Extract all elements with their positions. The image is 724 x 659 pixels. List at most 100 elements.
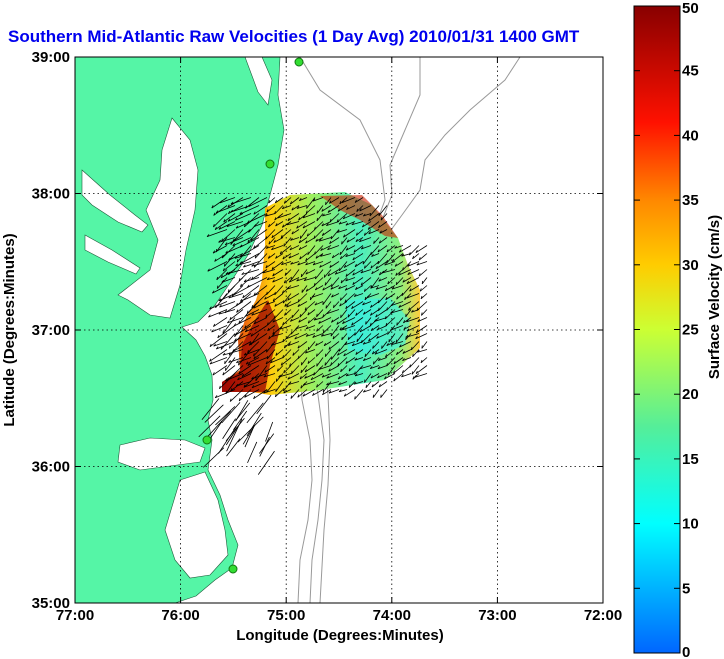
velocity-vector-head	[268, 241, 271, 245]
velocity-vector	[297, 301, 308, 307]
velocity-vector	[229, 333, 244, 349]
velocity-vector-head	[362, 302, 365, 306]
velocity-vector	[213, 317, 228, 327]
velocity-vector	[402, 277, 412, 283]
velocity-vector	[378, 293, 388, 304]
velocity-vector-head	[314, 302, 318, 306]
velocity-vector	[291, 365, 300, 375]
velocity-vector	[405, 309, 412, 318]
velocity-vector	[282, 205, 292, 210]
velocity-vector-head	[280, 234, 283, 239]
velocity-vector	[265, 357, 276, 365]
velocity-vector-head	[296, 225, 299, 229]
velocity-vector	[330, 285, 340, 290]
velocity-vector-head	[351, 305, 354, 309]
velocity-vector	[329, 213, 340, 223]
velocity-vector	[391, 301, 404, 306]
velocity-vector	[288, 341, 300, 346]
velocity-vector-head	[234, 256, 238, 259]
velocity-vector-head	[262, 270, 266, 274]
velocity-vector	[370, 245, 380, 256]
velocity-vector	[374, 317, 388, 322]
velocity-vector	[216, 269, 228, 281]
velocity-vector-head	[395, 272, 398, 276]
velocity-vector-head	[288, 382, 291, 385]
velocity-vector	[302, 213, 316, 219]
velocity-vector-head	[368, 231, 371, 235]
velocity-vector	[323, 269, 332, 278]
velocity-vector-head	[374, 319, 377, 322]
velocity-vector	[324, 357, 332, 366]
velocity-vector	[244, 277, 260, 283]
velocity-vector	[284, 197, 292, 204]
velocity-vector-head	[342, 216, 346, 220]
x-axis: 77:00 76:00 75:00 74:00 73:00 72:00	[56, 57, 622, 624]
velocity-vector	[363, 213, 372, 217]
velocity-vector	[354, 293, 364, 297]
velocity-vector-head	[420, 295, 423, 299]
velocity-vector	[318, 365, 332, 370]
velocity-vector-head	[243, 264, 246, 268]
velocity-vector-head	[274, 217, 277, 221]
velocity-vector-head	[247, 220, 250, 224]
velocity-vector-head	[264, 296, 267, 300]
velocity-vector-head	[339, 297, 342, 301]
velocity-vector	[321, 373, 332, 378]
velocity-vector	[343, 261, 356, 268]
velocity-vector	[338, 285, 348, 290]
velocity-vector	[198, 415, 221, 438]
velocity-vector-head	[355, 312, 358, 316]
velocity-vector	[281, 261, 292, 266]
velocity-vector	[298, 237, 308, 244]
velocity-vector-head	[236, 360, 239, 364]
velocity-vector	[368, 333, 380, 342]
velocity-vector-head	[406, 319, 409, 323]
velocity-vector	[348, 365, 356, 372]
velocity-vector	[347, 333, 356, 340]
velocity-vector-head	[265, 361, 268, 365]
velocity-vector	[332, 253, 340, 259]
velocity-vector-head	[253, 395, 256, 399]
velocity-vector-head	[267, 255, 270, 259]
velocity-vector	[322, 381, 332, 393]
velocity-vector-head	[344, 287, 348, 291]
velocity-vector	[316, 205, 324, 214]
velocity-vector-head	[386, 249, 389, 253]
velocity-vector-head	[283, 280, 286, 284]
velocity-vector-head	[213, 224, 215, 228]
velocity-vector	[243, 261, 260, 268]
velocity-vector	[297, 261, 308, 266]
velocity-vector-head	[222, 352, 226, 356]
velocity-vector	[373, 357, 380, 365]
velocity-vector-head	[212, 290, 215, 294]
velocity-vector	[327, 245, 340, 251]
velocity-vector	[395, 333, 404, 343]
velocity-vector	[265, 213, 276, 217]
x-tick-label: 74:00	[373, 607, 411, 624]
velocity-vector-head	[230, 209, 234, 213]
velocity-vector-head	[327, 273, 330, 277]
velocity-vector-head	[353, 249, 356, 253]
velocity-vector-head	[302, 382, 306, 386]
velocity-vector	[259, 433, 275, 454]
velocity-vector	[379, 269, 388, 276]
velocity-vector	[411, 341, 420, 351]
velocity-vector	[386, 253, 396, 264]
velocity-vector	[298, 317, 308, 323]
velocity-vector-head	[305, 288, 308, 292]
velocity-vector-head	[307, 312, 310, 316]
velocity-vector-head	[326, 382, 329, 386]
velocity-vector	[272, 293, 284, 302]
velocity-vector	[365, 317, 372, 325]
velocity-vector	[381, 341, 388, 349]
velocity-vector-head	[213, 343, 216, 347]
velocity-vector-head	[291, 207, 294, 211]
velocity-vector	[220, 333, 236, 350]
velocity-vector-head	[248, 342, 251, 346]
velocity-vector-head	[415, 249, 418, 253]
velocity-vector-head	[287, 343, 291, 346]
velocity-vector-head	[235, 225, 239, 229]
velocity-vector-head	[312, 262, 316, 266]
velocity-vector	[236, 301, 252, 313]
velocity-vector	[223, 213, 236, 223]
